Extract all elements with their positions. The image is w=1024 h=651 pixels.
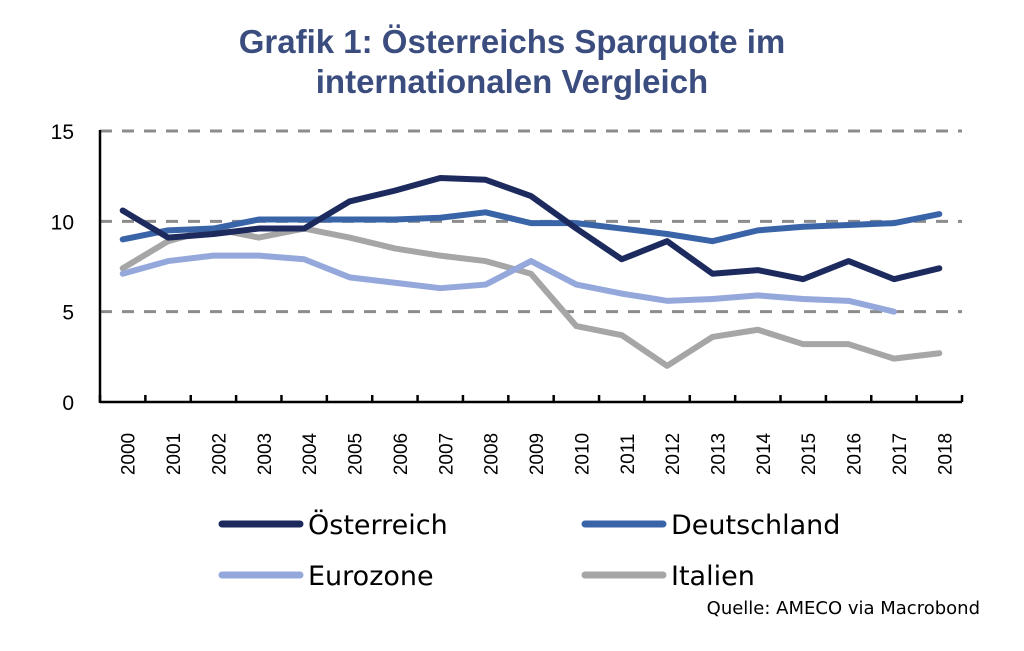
x-tick-label: 2016 [845,433,866,475]
x-tick-label: 2018 [935,433,956,475]
chart-title: Grafik 1: Österreichs Sparquote im inter… [0,22,1024,102]
x-tick-label: 2006 [391,433,412,475]
y-tick-label: 10 [51,211,74,234]
legend-label: Deutschland [671,510,840,541]
x-tick-label: 2002 [209,433,230,475]
x-tick-label: 2011 [618,434,639,475]
series-line-italien [119,225,943,369]
x-tick-label: 2004 [300,432,321,475]
legend-label: Österreich [308,509,448,541]
x-tick-label: 2015 [799,433,820,475]
series-line-deutschland [119,209,943,245]
source-note: Quelle: AMECO via Macrobond [707,598,980,619]
y-tick-label: 15 [51,121,74,144]
x-tick-label: 2009 [527,433,548,475]
legend-label: Eurozone [308,561,434,592]
series-line-österreich [119,174,943,283]
x-tick-label: 2012 [663,433,684,475]
chart-title-line-1: Grafik 1: Österreichs Sparquote im [238,23,786,60]
series-line-eurozone [119,252,897,315]
x-tick-label: 2007 [436,433,457,475]
x-tick-label: 2014 [754,432,775,475]
y-tick-label: 0 [62,392,74,415]
x-tick-label: 2003 [255,433,276,475]
x-tick-label: 2005 [346,433,367,475]
legend-label: Italien [671,561,755,592]
x-tick-label: 2008 [482,433,503,475]
x-tick-label: 2017 [890,433,911,475]
x-tick-label: 2010 [572,433,593,475]
x-tick-label: 2013 [708,433,729,475]
x-tick-label: 2000 [119,433,140,475]
y-tick-label: 5 [62,302,74,325]
chart-title-line-2: internationalen Vergleich [315,63,709,100]
x-tick-label: 2001 [164,433,185,475]
